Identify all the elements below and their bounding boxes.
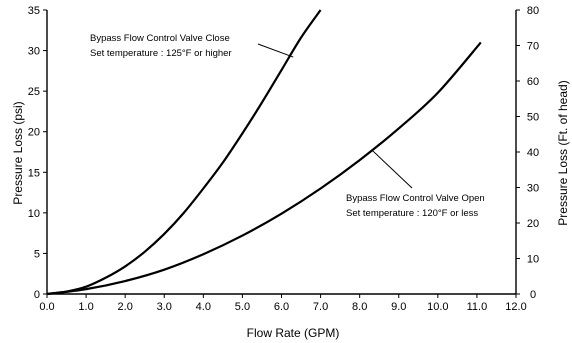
ticks: 0.0 1.0 2.0 3.0 4.0 5.0 6.0 7.0 8.0 9.0 10.0 11.0 12… (28, 5, 539, 313)
x-tick-label: 10.0 (427, 301, 448, 313)
y-axis-title: Pressure Loss (psi) (11, 101, 25, 204)
y-tick-label: 10 (28, 208, 40, 220)
x-tick-label: 0.0 (39, 301, 54, 313)
x-tick-label: 8.0 (352, 301, 367, 313)
x-tick-label: 4.0 (196, 301, 211, 313)
y2-tick-label: 80 (527, 5, 539, 17)
curve-valve-close (46, 9, 322, 296)
y2-tick-label: 50 (527, 112, 539, 124)
y2-axis-title: Pressure Loss (Ft. of head) (556, 80, 570, 225)
x-tick-label: 7.0 (313, 301, 328, 313)
y2-tick-label: 40 (527, 147, 539, 159)
y2-tick-label: 10 (527, 254, 539, 266)
x-tick-label: 1.0 (78, 301, 93, 313)
y-tick-label: 35 (28, 5, 40, 17)
y2-tick-label: 60 (527, 76, 539, 88)
y-tick-label: 30 (28, 46, 40, 58)
x-tick-label: 2.0 (118, 301, 133, 313)
y-tick-label: 5 (34, 248, 40, 260)
curve-valve-open (46, 41, 482, 296)
annotation-valve-close-title: Bypass Flow Control Valve Close (90, 33, 230, 44)
y-tick-label: 15 (28, 167, 40, 179)
y2-tick-label: 70 (527, 41, 539, 53)
leader-line-valve-close (257, 43, 294, 58)
y2-tick-label: 30 (527, 183, 539, 195)
x-tick-label: 9.0 (391, 301, 406, 313)
x-tick-label: 5.0 (235, 301, 250, 313)
x-tick-label: 3.0 (157, 301, 172, 313)
annotation-valve-open-title: Bypass Flow Control Valve Open (346, 193, 485, 204)
y2-tick-label: 0 (530, 289, 536, 301)
x-axis-title: Flow Rate (GPM) (247, 326, 340, 340)
x-tick-label: 11.0 (467, 301, 488, 313)
annotation-valve-open-note: Set temperature : 120°F or less (346, 208, 478, 219)
x-tick-label: 12.0 (505, 301, 526, 313)
annotations: Bypass Flow Control Valve Close Set tempe… (90, 33, 485, 219)
annotation-valve-close-note: Set temperature : 125°F or higher (90, 48, 232, 59)
y2-tick-label: 20 (527, 218, 539, 230)
curves (46, 9, 482, 296)
y-tick-label: 25 (28, 86, 40, 98)
leader-line-valve-open (371, 149, 413, 189)
y-tick-label: 20 (28, 127, 40, 139)
x-tick-label: 6.0 (274, 301, 289, 313)
y-tick-label: 0 (34, 289, 40, 301)
